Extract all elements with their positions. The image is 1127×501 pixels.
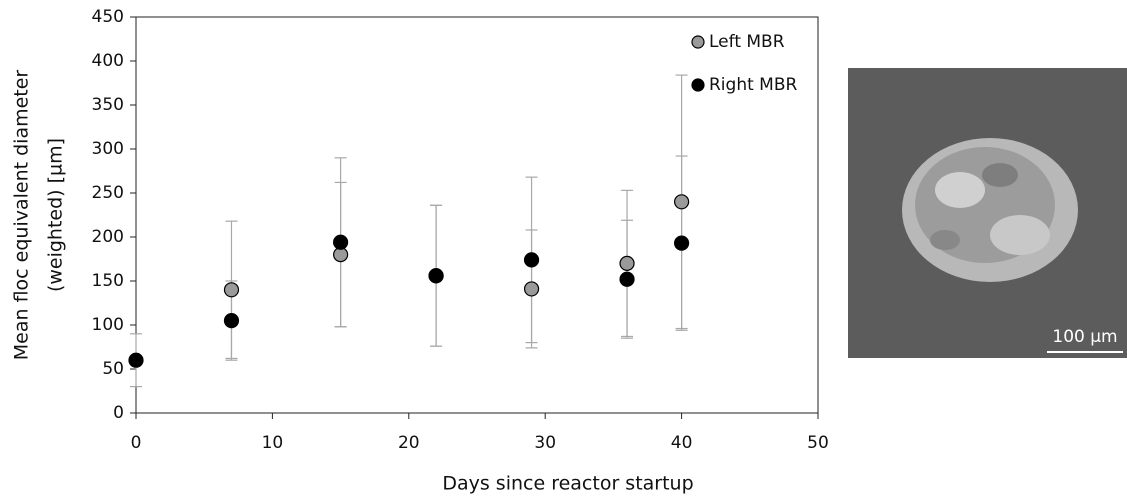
- y-tick-label: 450: [92, 7, 124, 27]
- legend-marker: [691, 35, 705, 49]
- marker: [619, 255, 635, 271]
- y-tick-label: 0: [113, 403, 124, 423]
- y-tick-label: 250: [92, 183, 124, 203]
- x-tick-label: 30: [534, 433, 556, 453]
- floc-texture: [982, 163, 1018, 187]
- marker: [523, 252, 540, 268]
- marker: [223, 282, 240, 298]
- micrograph: 100 µm: [848, 68, 1127, 358]
- marker: [223, 313, 240, 329]
- x-tick-label: 10: [262, 433, 284, 453]
- marker: [673, 235, 690, 251]
- legend-label: Left MBR: [709, 32, 785, 52]
- x-axis-label: Days since reactor startup: [442, 473, 693, 495]
- x-tick-label: 50: [807, 433, 829, 453]
- floc-texture: [990, 215, 1050, 255]
- y-tick-label: 50: [102, 359, 124, 379]
- scale-label: 100 µm: [1052, 327, 1117, 347]
- x-tick-label: 40: [671, 433, 693, 453]
- x-tick-label: 20: [398, 433, 420, 453]
- floc-texture: [935, 172, 985, 208]
- y-tick-label: 300: [92, 139, 124, 159]
- y-tick-label: 400: [92, 51, 124, 71]
- marker: [619, 271, 635, 287]
- y-tick-label: 350: [92, 95, 124, 115]
- marker: [333, 234, 349, 250]
- marker: [673, 194, 690, 210]
- plot-frame: [135, 16, 819, 414]
- legend-marker: [691, 78, 705, 92]
- marker: [428, 268, 444, 284]
- y-axis-label: (weighted) [µm]: [45, 138, 67, 292]
- legend-label: Right MBR: [709, 75, 798, 95]
- marker: [128, 352, 144, 368]
- y-axis-label: Mean floc equivalent diameter: [11, 70, 33, 361]
- y-tick-label: 150: [92, 271, 124, 291]
- x-tick-label: 0: [131, 433, 142, 453]
- y-tick-label: 100: [92, 315, 124, 335]
- y-tick-label: 200: [92, 227, 124, 247]
- marker: [523, 281, 540, 297]
- floc-texture: [930, 230, 960, 250]
